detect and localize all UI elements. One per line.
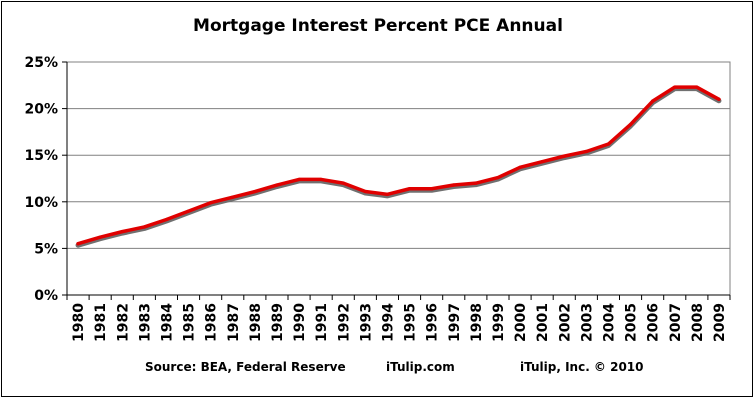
data-point xyxy=(717,97,721,101)
data-point xyxy=(540,160,544,164)
y-tick-label: 0% xyxy=(34,288,58,304)
data-point xyxy=(76,242,80,246)
data-point xyxy=(651,99,655,103)
chart-title: Mortgage Interest Percent PCE Annual xyxy=(193,16,563,36)
y-tick-label: 5% xyxy=(34,241,58,257)
y-tick-label: 10% xyxy=(24,195,58,211)
series-line xyxy=(76,85,721,246)
data-point xyxy=(628,122,633,127)
x-tick-label: 2002 xyxy=(557,303,573,342)
plot-area xyxy=(66,61,731,296)
data-point xyxy=(275,183,279,187)
x-tick-label: 1998 xyxy=(469,303,485,342)
x-tick-label: 1981 xyxy=(93,303,109,342)
x-tick-label: 1991 xyxy=(314,303,330,342)
x-tick-label: 1993 xyxy=(358,303,374,342)
x-tick-label: 2000 xyxy=(513,303,529,342)
data-point xyxy=(363,189,367,194)
x-tick-label: 1997 xyxy=(447,303,463,342)
data-point xyxy=(584,149,588,154)
x-tick-label: 1982 xyxy=(115,303,131,342)
footer-site: iTulip.com xyxy=(386,360,455,374)
data-point xyxy=(164,217,169,222)
data-point xyxy=(606,142,611,146)
data-point xyxy=(562,154,566,158)
x-tick-label: 2006 xyxy=(646,303,662,342)
x-tick-label: 1994 xyxy=(380,303,396,342)
x-tick-label: 1986 xyxy=(204,303,220,342)
data-point xyxy=(695,85,699,89)
data-point xyxy=(518,165,522,169)
x-tick-label: 1987 xyxy=(226,303,242,342)
x-tick-label: 1988 xyxy=(248,303,264,342)
x-tick-label: 1996 xyxy=(425,303,441,342)
data-point xyxy=(120,230,124,234)
x-tick-label: 2008 xyxy=(690,303,706,342)
footer-source: Source: BEA, Federal Reserve xyxy=(145,360,346,374)
data-point xyxy=(496,175,500,180)
data-point xyxy=(385,192,390,196)
data-point xyxy=(474,181,478,185)
x-tick-label: 1985 xyxy=(182,303,198,342)
x-tick-label: 1990 xyxy=(292,303,308,342)
x-tick-label: 2009 xyxy=(712,303,728,342)
y-tick-label: 20% xyxy=(24,102,58,118)
data-point xyxy=(319,177,323,182)
data-point xyxy=(231,195,235,199)
data-point xyxy=(452,183,456,187)
data-point xyxy=(253,189,257,194)
y-tick-label: 15% xyxy=(24,148,58,164)
x-tick-label: 2003 xyxy=(579,303,595,342)
data-point xyxy=(186,209,191,213)
y-tick-label: 25% xyxy=(24,55,58,71)
x-tick-label: 1980 xyxy=(71,303,87,342)
data-point xyxy=(430,187,434,191)
x-tick-label: 2004 xyxy=(601,303,617,342)
data-point xyxy=(142,225,146,229)
data-point xyxy=(98,235,102,239)
x-tick-label: 1989 xyxy=(270,303,286,342)
footer-copyright: iTulip, Inc. © 2010 xyxy=(520,360,644,374)
data-point xyxy=(407,187,412,191)
x-tick-label: 2007 xyxy=(668,303,684,342)
x-tick-label: 1999 xyxy=(491,303,507,342)
x-tick-label: 1984 xyxy=(159,303,175,342)
data-point xyxy=(673,85,677,89)
x-tick-label: 1983 xyxy=(137,303,153,342)
data-point xyxy=(209,201,213,205)
x-tick-label: 1992 xyxy=(336,303,352,342)
x-tick-label: 1995 xyxy=(403,303,419,342)
x-tick-label: 2005 xyxy=(624,303,640,342)
data-point xyxy=(297,177,301,182)
x-tick-label: 2001 xyxy=(535,303,551,342)
data-point xyxy=(341,181,345,185)
